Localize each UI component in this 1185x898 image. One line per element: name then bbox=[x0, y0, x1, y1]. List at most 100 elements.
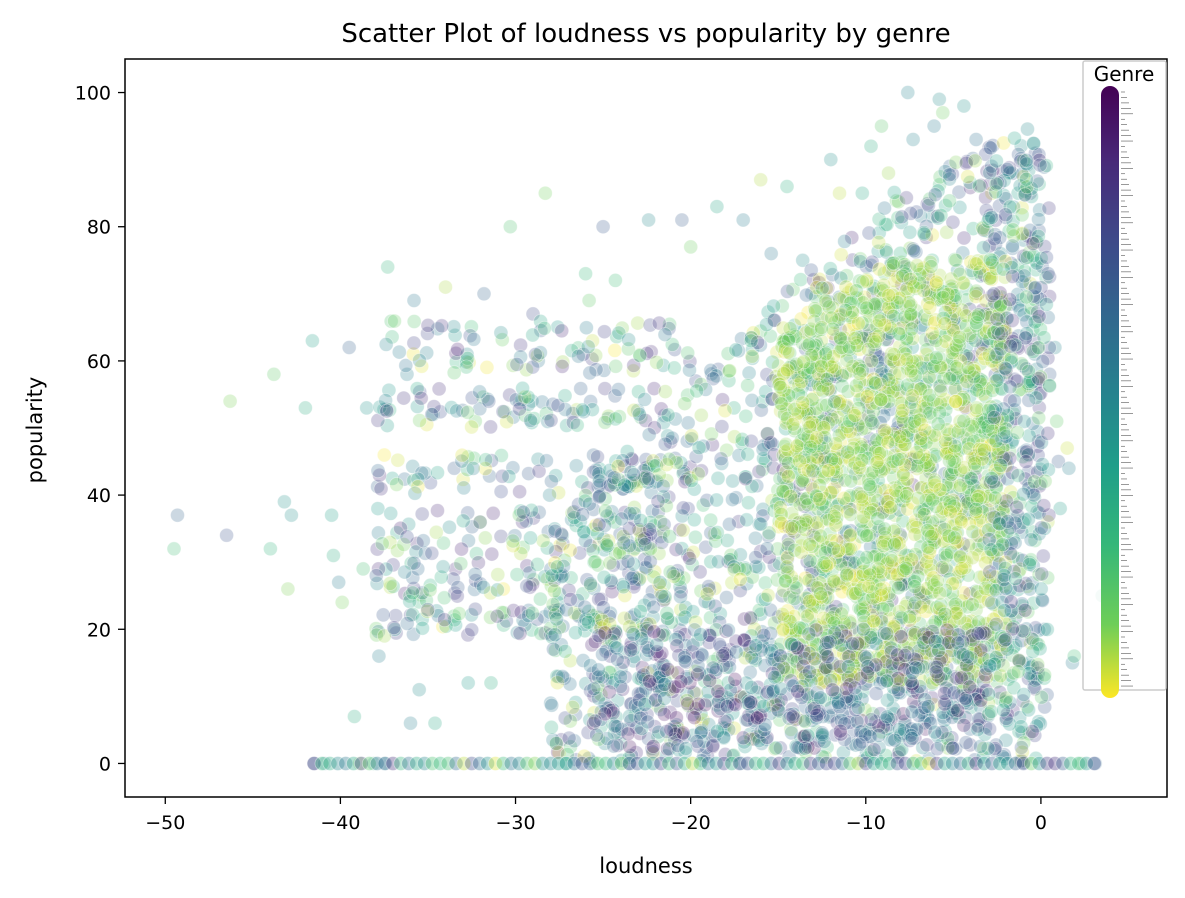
scatter-point bbox=[867, 375, 883, 391]
scatter-point bbox=[528, 347, 543, 362]
scatter-point bbox=[499, 414, 515, 430]
scatter-point bbox=[639, 523, 655, 539]
scatter-point bbox=[662, 316, 677, 332]
scatter-point bbox=[600, 538, 615, 553]
scatter-point bbox=[613, 662, 629, 677]
scatter-point bbox=[1033, 581, 1049, 597]
scatter-point bbox=[738, 471, 753, 487]
scatter-point bbox=[638, 460, 654, 476]
scatter-point bbox=[1021, 477, 1037, 493]
scatter-point bbox=[675, 725, 691, 741]
scatter-point bbox=[956, 230, 972, 246]
scatter-point bbox=[871, 234, 887, 250]
scatter-point bbox=[671, 572, 687, 587]
scatter-point bbox=[366, 756, 382, 771]
scatter-point bbox=[454, 447, 470, 463]
scatter-point bbox=[773, 740, 788, 756]
scatter-point bbox=[743, 333, 759, 349]
scatter-point bbox=[832, 185, 847, 201]
x-tick-label: −50 bbox=[145, 812, 185, 834]
scatter-point bbox=[601, 408, 616, 424]
scatter-point bbox=[412, 413, 428, 428]
scatter-point bbox=[931, 643, 946, 658]
scatter-point bbox=[854, 452, 870, 468]
scatter-point bbox=[934, 737, 949, 753]
scatter-point bbox=[572, 545, 588, 561]
scatter-point bbox=[749, 728, 764, 744]
scatter-point bbox=[414, 465, 430, 481]
scatter-point bbox=[942, 193, 957, 209]
scatter-point bbox=[926, 697, 941, 712]
scatter-point bbox=[744, 611, 760, 626]
scatter-point bbox=[628, 745, 644, 760]
scatter-point bbox=[557, 388, 573, 404]
scatter-point bbox=[595, 613, 611, 629]
scatter-point bbox=[999, 457, 1015, 473]
scatter-point bbox=[775, 621, 791, 637]
scatter-point bbox=[493, 529, 509, 544]
scatter-point bbox=[609, 329, 625, 345]
scatter-point bbox=[904, 731, 920, 746]
scatter-point bbox=[575, 586, 591, 602]
scatter-point bbox=[816, 448, 832, 464]
scatter-point bbox=[803, 560, 819, 575]
scatter-point bbox=[615, 556, 630, 572]
scatter-point bbox=[614, 320, 630, 336]
scatter-point bbox=[517, 407, 533, 423]
scatter-point bbox=[417, 465, 433, 481]
scatter-point bbox=[634, 628, 650, 643]
scatter-point bbox=[585, 402, 600, 418]
scatter-point bbox=[537, 185, 553, 201]
scatter-point bbox=[781, 749, 797, 765]
scatter-point bbox=[406, 473, 422, 489]
scatter-point bbox=[860, 342, 876, 357]
scatter-point bbox=[949, 509, 965, 525]
scatter-point bbox=[917, 377, 933, 392]
scatter-point bbox=[447, 585, 463, 601]
scatter-point bbox=[637, 391, 652, 407]
scatter-point bbox=[727, 672, 743, 687]
scatter-point bbox=[904, 704, 920, 720]
scatter-point bbox=[728, 490, 744, 506]
scatter-point bbox=[798, 663, 814, 678]
scatter-point bbox=[642, 592, 657, 608]
scatter-point bbox=[804, 376, 819, 392]
scatter-point bbox=[483, 675, 499, 691]
scatter-point bbox=[644, 503, 660, 519]
scatter-point bbox=[703, 512, 719, 528]
scatter-point bbox=[634, 473, 650, 489]
scatter-point bbox=[854, 185, 870, 201]
scatter-point bbox=[581, 604, 597, 619]
scatter-point bbox=[742, 646, 758, 661]
scatter-point bbox=[725, 473, 741, 489]
scatter-point bbox=[673, 584, 689, 600]
scatter-point bbox=[590, 526, 605, 541]
scatter-point bbox=[411, 594, 427, 610]
scatter-point bbox=[999, 161, 1015, 177]
scatter-point bbox=[819, 371, 835, 387]
scatter-point bbox=[688, 686, 704, 702]
scatter-point bbox=[1042, 378, 1057, 393]
scatter-point bbox=[682, 551, 697, 566]
scatter-point bbox=[801, 626, 817, 642]
scatter-point bbox=[369, 541, 385, 557]
scatter-point bbox=[410, 479, 426, 495]
scatter-point bbox=[664, 614, 679, 630]
scatter-point bbox=[937, 316, 953, 332]
scatter-point bbox=[623, 464, 639, 480]
scatter-point bbox=[801, 408, 817, 424]
scatter-point bbox=[826, 508, 842, 524]
scatter-point bbox=[513, 503, 529, 519]
scatter-point bbox=[673, 674, 689, 689]
scatter-point bbox=[455, 471, 471, 487]
scatter-point bbox=[370, 463, 386, 479]
scatter-point bbox=[475, 389, 491, 405]
scatter-point bbox=[533, 591, 548, 607]
scatter-point bbox=[606, 475, 621, 490]
scatter-point bbox=[403, 715, 418, 731]
scatter-point bbox=[635, 614, 650, 630]
scatter-point bbox=[705, 437, 720, 453]
scatter-point bbox=[549, 736, 564, 751]
scatter-point bbox=[591, 517, 607, 532]
scatter-point bbox=[624, 625, 640, 640]
